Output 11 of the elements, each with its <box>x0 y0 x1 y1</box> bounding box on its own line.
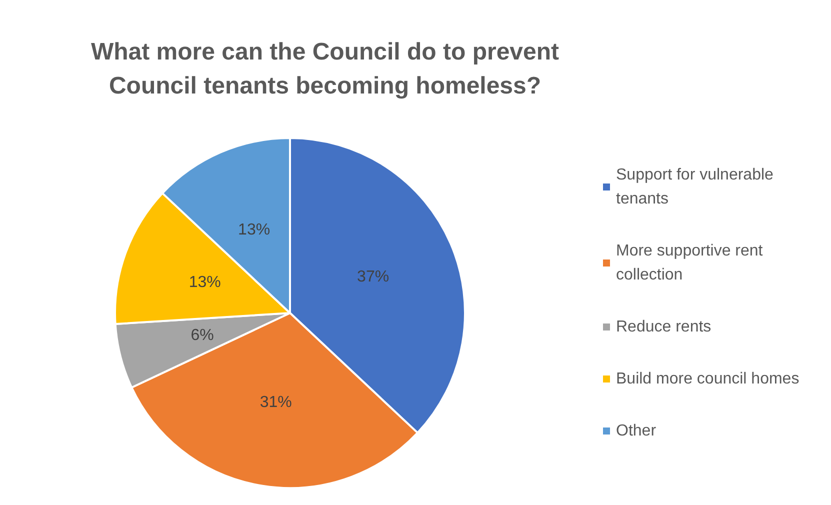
data-label: 31% <box>260 394 292 411</box>
chart-title: What more can the Council do to prevent Council tenants becoming homeless? <box>90 38 560 100</box>
legend-label: Support for vulnerable tenants <box>616 166 778 208</box>
legend-label: More supportive rent collection <box>616 242 768 284</box>
data-label: 13% <box>188 274 221 291</box>
legend-label: Other <box>616 422 657 440</box>
legend-label: Build more council homes <box>616 370 800 388</box>
data-label: 6% <box>190 327 214 344</box>
legend-label: Reduce rents <box>616 318 712 336</box>
data-label: 37% <box>357 268 390 286</box>
data-label: 13% <box>238 221 270 238</box>
